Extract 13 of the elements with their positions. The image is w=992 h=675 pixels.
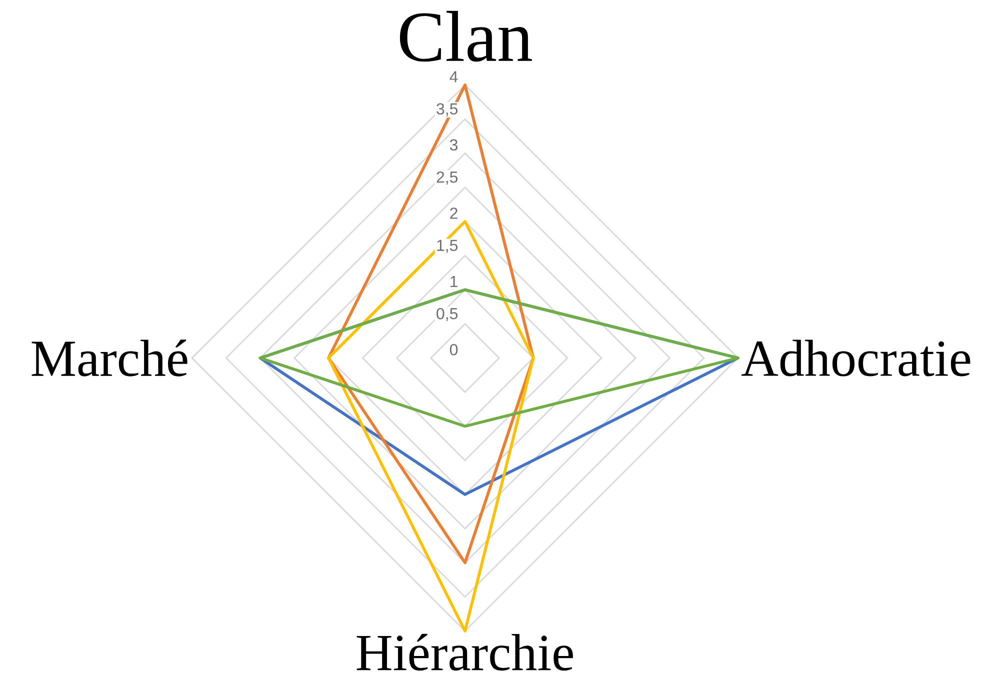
y-tick-label: 4 bbox=[450, 71, 458, 82]
y-tick-label: 3,5 bbox=[436, 103, 458, 116]
y-tick-label: 3 bbox=[450, 139, 458, 151]
y-tick-label: 0 bbox=[450, 344, 458, 356]
spoke-label: Marché bbox=[32, 340, 188, 376]
y-tick-label: 2 bbox=[450, 208, 458, 219]
spoke-label: Adhocratie bbox=[741, 340, 970, 376]
spoke-label: Hiérarchie bbox=[356, 634, 573, 671]
y-tick-label: 2,5 bbox=[436, 171, 458, 185]
spoke-label: Clan bbox=[400, 10, 532, 62]
y-tick-label: 1,5 bbox=[437, 240, 458, 253]
y-tick-label: 0,5 bbox=[436, 308, 458, 322]
y-tick-label: 1 bbox=[450, 276, 458, 288]
